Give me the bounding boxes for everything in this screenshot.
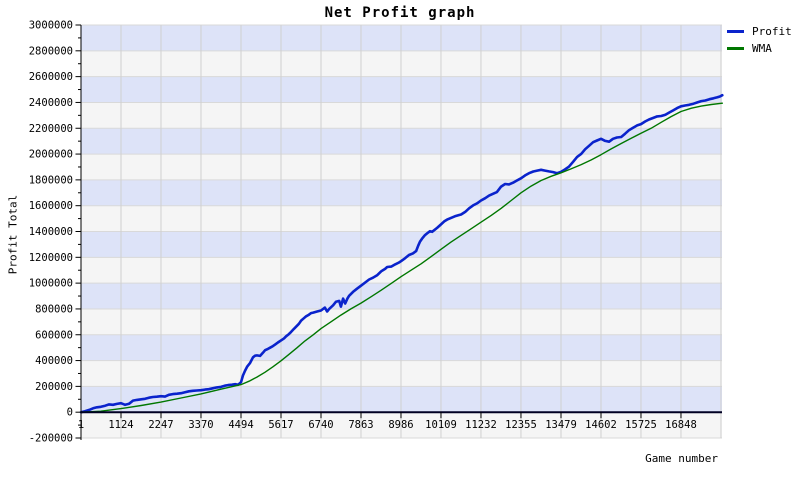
svg-text:5617: 5617 <box>268 419 293 431</box>
svg-text:2400000: 2400000 <box>29 97 73 109</box>
svg-text:2000000: 2000000 <box>29 149 73 161</box>
svg-text:1800000: 1800000 <box>29 174 73 186</box>
svg-text:1400000: 1400000 <box>29 226 73 238</box>
wma-line-swatch <box>727 47 744 50</box>
svg-text:13479: 13479 <box>545 419 577 431</box>
legend-label-wma: WMA <box>752 42 772 55</box>
svg-text:2200000: 2200000 <box>29 123 73 135</box>
svg-text:10109: 10109 <box>425 419 457 431</box>
svg-text:400000: 400000 <box>35 355 73 367</box>
svg-text:11232: 11232 <box>465 419 497 431</box>
legend-item-profit: Profit <box>727 23 792 40</box>
profit-line-swatch <box>727 30 744 33</box>
svg-text:3370: 3370 <box>188 419 213 431</box>
svg-text:16848: 16848 <box>665 419 697 431</box>
svg-text:7863: 7863 <box>348 419 373 431</box>
svg-text:2600000: 2600000 <box>29 71 73 83</box>
svg-text:800000: 800000 <box>35 303 73 315</box>
svg-text:-200000: -200000 <box>29 433 73 445</box>
chart-title: Net Profit graph <box>324 5 476 21</box>
legend-item-wma: WMA <box>727 40 792 57</box>
svg-text:1124: 1124 <box>108 419 133 431</box>
svg-text:200000: 200000 <box>35 381 73 393</box>
svg-text:2800000: 2800000 <box>29 45 73 57</box>
svg-text:2247: 2247 <box>148 419 173 431</box>
svg-text:0: 0 <box>67 407 73 419</box>
svg-text:4494: 4494 <box>228 419 253 431</box>
svg-text:3000000: 3000000 <box>29 20 73 32</box>
svg-text:8986: 8986 <box>388 419 413 431</box>
svg-text:14602: 14602 <box>585 419 617 431</box>
svg-text:15725: 15725 <box>625 419 657 431</box>
svg-text:1600000: 1600000 <box>29 200 73 212</box>
svg-text:1: 1 <box>78 419 84 431</box>
svg-text:600000: 600000 <box>35 329 73 341</box>
legend: Profit WMA <box>727 23 792 57</box>
svg-text:1000000: 1000000 <box>29 278 73 290</box>
legend-label-profit: Profit <box>752 25 792 38</box>
svg-text:6740: 6740 <box>308 419 333 431</box>
svg-text:12355: 12355 <box>505 419 537 431</box>
x-axis-label: Game number <box>645 452 718 465</box>
svg-text:1200000: 1200000 <box>29 252 73 264</box>
y-axis-label: Profit Total <box>6 194 20 275</box>
